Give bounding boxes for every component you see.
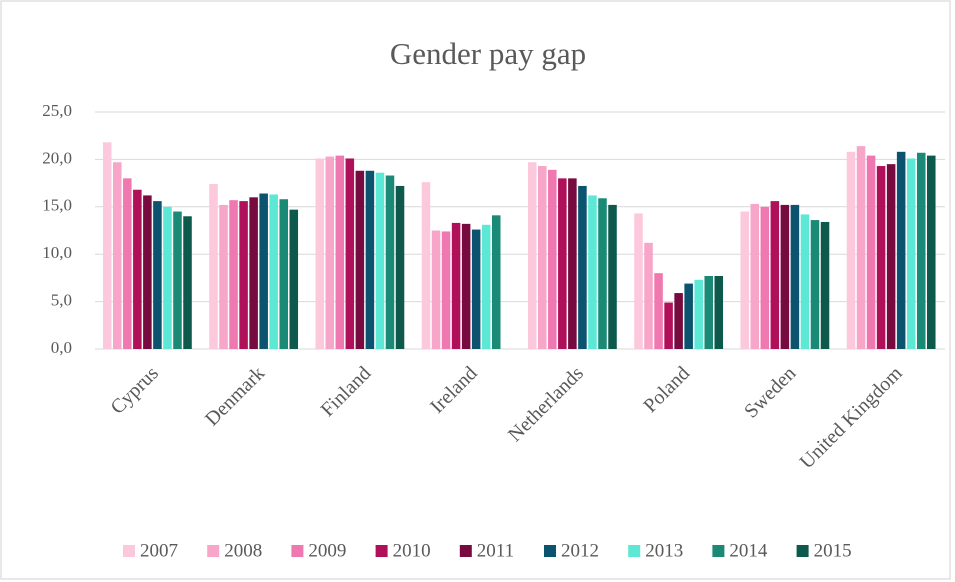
bar — [229, 200, 238, 349]
y-tick-label: 10,0 — [42, 243, 72, 262]
y-tick-label: 0,0 — [51, 338, 72, 357]
legend-swatch — [375, 545, 388, 557]
legend-swatch — [628, 545, 641, 557]
bar — [461, 223, 471, 349]
bar — [558, 178, 567, 349]
bar — [153, 201, 162, 349]
bar — [143, 195, 152, 349]
bar — [355, 170, 365, 349]
bar — [173, 211, 182, 349]
y-tick-label: 5,0 — [51, 291, 72, 310]
bar — [335, 155, 345, 349]
bar — [856, 146, 866, 349]
bar — [345, 158, 355, 349]
bar — [634, 213, 643, 349]
bar — [269, 194, 278, 349]
bar — [421, 182, 431, 349]
bar — [471, 229, 481, 349]
bar — [598, 198, 607, 349]
legend-label: 2007 — [140, 540, 178, 561]
bar — [750, 203, 760, 349]
legend-label: 2014 — [729, 540, 768, 561]
legend-label: 2012 — [561, 540, 599, 561]
bar — [674, 293, 683, 349]
bar — [219, 204, 228, 349]
bar — [385, 175, 395, 349]
bar — [431, 230, 441, 349]
legend-swatch — [712, 545, 725, 557]
bar — [704, 276, 713, 349]
y-tick-label: 15,0 — [42, 196, 72, 215]
bar — [608, 204, 617, 349]
legend-swatch — [123, 545, 135, 557]
bar — [249, 197, 258, 349]
bar — [926, 155, 936, 349]
bar — [289, 209, 299, 349]
bar — [588, 195, 597, 349]
bar — [578, 185, 587, 349]
bar — [183, 216, 192, 349]
bar — [760, 206, 770, 349]
bar — [113, 162, 122, 349]
bar — [315, 158, 325, 349]
bar — [395, 185, 405, 349]
bar — [325, 156, 335, 349]
legend-swatch — [544, 545, 556, 557]
bar — [365, 170, 375, 349]
bar — [820, 221, 830, 349]
bar — [896, 151, 906, 349]
bar — [441, 231, 451, 349]
y-tick-label: 20,0 — [42, 148, 72, 167]
bar — [279, 199, 288, 349]
bar — [810, 220, 820, 349]
bar — [123, 178, 132, 349]
y-tick-label: 25,0 — [42, 101, 72, 120]
bar — [568, 178, 577, 349]
legend-label: 2013 — [645, 540, 683, 561]
bar — [259, 193, 268, 349]
bar — [714, 276, 724, 349]
legend-swatch — [796, 545, 809, 557]
legend-label: 2009 — [308, 540, 346, 561]
bar — [451, 222, 461, 349]
legend-label: 2011 — [477, 540, 514, 561]
bar — [866, 155, 876, 349]
bar — [664, 302, 673, 349]
bar — [906, 158, 916, 349]
legend-swatch — [291, 545, 304, 557]
bar — [548, 169, 557, 349]
bar — [886, 164, 896, 349]
bar — [684, 283, 693, 349]
bar — [846, 151, 856, 349]
bar — [654, 273, 663, 349]
bar — [770, 201, 780, 349]
legend-label: 2008 — [224, 540, 262, 561]
bar — [740, 211, 750, 349]
bar — [538, 166, 547, 349]
legend-label: 2010 — [393, 540, 431, 561]
bar — [491, 215, 501, 349]
legend-swatch — [459, 545, 472, 557]
bar — [481, 224, 491, 349]
bar — [790, 204, 800, 349]
bar — [694, 279, 703, 349]
bar — [133, 189, 142, 349]
bar — [527, 162, 537, 349]
bar — [876, 166, 886, 349]
bar — [102, 142, 112, 349]
bar — [375, 172, 385, 349]
bar — [209, 184, 218, 349]
chart-title: Gender pay gap — [390, 36, 586, 71]
legend-swatch — [207, 545, 220, 557]
bar — [916, 152, 926, 349]
bar — [800, 214, 810, 349]
legend-label: 2015 — [814, 540, 852, 561]
bar — [780, 204, 790, 349]
bar — [239, 201, 248, 349]
bar — [644, 242, 653, 349]
bar — [163, 206, 172, 349]
